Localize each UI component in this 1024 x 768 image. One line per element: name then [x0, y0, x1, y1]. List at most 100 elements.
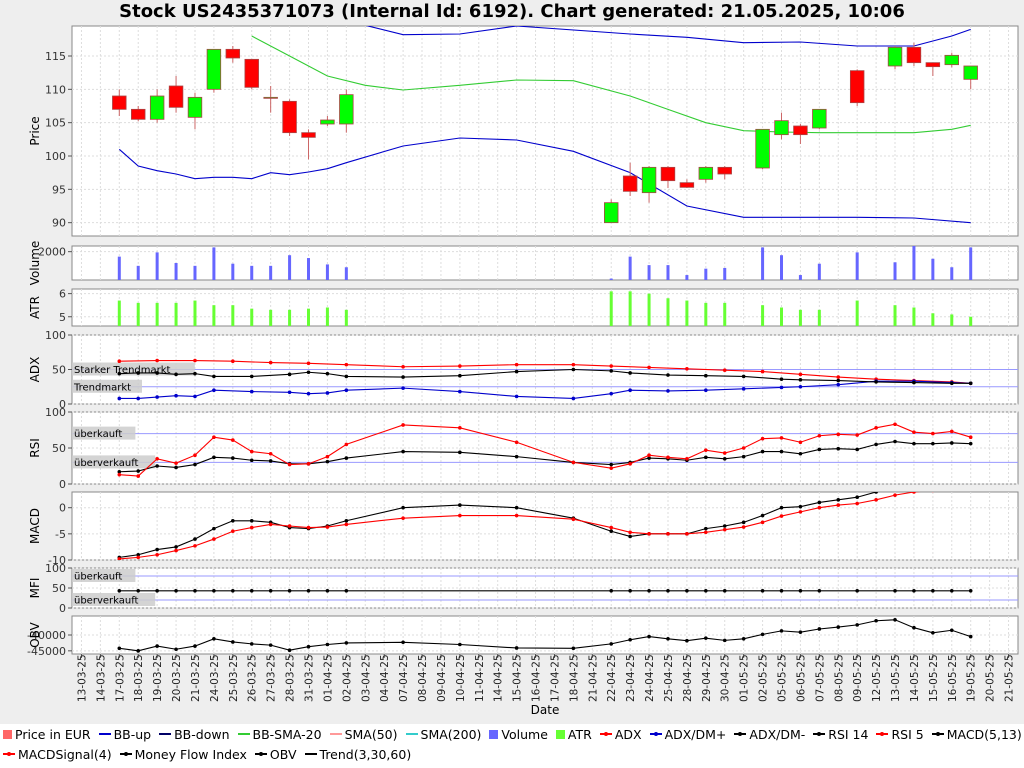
reference-label-bg [72, 455, 156, 469]
y-tick-label: 100 [45, 562, 66, 575]
legend-swatch [237, 733, 250, 735]
data-point [458, 364, 462, 368]
legend-label: BB-down [174, 726, 230, 742]
data-point [741, 520, 746, 525]
x-tick-label: 16-04-25 [531, 654, 543, 702]
data-point [704, 636, 708, 640]
legend-item: ADX [599, 727, 642, 742]
data-point [268, 522, 273, 527]
data-point [874, 498, 878, 502]
data-point [344, 589, 349, 593]
data-point [741, 454, 746, 459]
legend-label: MACD(5,13) [946, 726, 1022, 742]
y-tick-label: 50 [52, 364, 66, 377]
data-point [666, 637, 670, 641]
data-point [836, 375, 841, 379]
data-point [401, 364, 405, 369]
bar [685, 275, 689, 280]
data-point [855, 447, 859, 452]
legend-label: Trend(3,30,60) [319, 746, 412, 762]
y-tick-label: 100 [45, 150, 66, 163]
data-point [855, 589, 859, 593]
data-point [931, 630, 935, 635]
candle-bearish [131, 108, 146, 120]
y-axis-label: Volume [28, 241, 42, 286]
data-point [836, 378, 841, 383]
data-point [325, 459, 330, 464]
data-point [628, 462, 632, 466]
candle-bullish [604, 202, 619, 224]
data-point [155, 371, 159, 375]
x-tick-label: 14-04-25 [493, 654, 505, 702]
data-point [704, 373, 708, 378]
legend-label: BB-up [113, 726, 152, 742]
reference-label: überverkauft [74, 596, 139, 607]
data-point [117, 396, 122, 401]
data-point [458, 373, 462, 378]
data-point [268, 643, 273, 647]
data-point [231, 438, 235, 442]
candle-bearish [225, 48, 241, 59]
legend-swatch [119, 752, 132, 756]
data-point [741, 387, 746, 391]
x-tick-label: 30-04-25 [720, 654, 732, 702]
data-point [855, 495, 859, 500]
legend-label: ADX/DM+ [664, 726, 727, 742]
data-point [193, 358, 197, 363]
candle-bearish [660, 166, 676, 182]
data-point [155, 644, 159, 648]
data-point [287, 524, 292, 528]
bar [231, 263, 235, 280]
chart-legend: Price in EUR BB-up BB-down BB-SMA-20 SMA(50)… [0, 724, 1024, 768]
data-point [836, 625, 841, 629]
data-point [514, 505, 519, 510]
plot-area [71, 25, 1019, 237]
x-tick-label: 17-03-25 [114, 654, 126, 702]
x-tick-label: 07-04-25 [398, 654, 410, 702]
y-axis-label: RSI [28, 438, 42, 458]
bar [344, 309, 348, 326]
legend-item: BB-up [98, 726, 152, 742]
bar [174, 302, 178, 326]
data-point [249, 449, 254, 454]
data-point [174, 589, 178, 593]
reference-label: überkauft [74, 429, 122, 440]
data-point [609, 391, 614, 396]
x-tick-label: 21-05-25 [1004, 654, 1016, 702]
x-tick-label: 05-05-25 [777, 654, 789, 702]
y-tick-label: 5 [59, 311, 66, 324]
legend-item: ADX/DM+ [649, 726, 727, 742]
data-point [458, 389, 462, 394]
legend-swatch [876, 732, 889, 736]
data-point [344, 518, 349, 523]
data-point [344, 362, 349, 367]
bar [855, 300, 859, 326]
y-axis-label: OBV [28, 621, 42, 647]
data-point [268, 360, 273, 365]
y-tick-label: 110 [45, 83, 66, 96]
x-axis-label: Date [531, 703, 560, 717]
legend-label: Money Flow Index [134, 746, 247, 762]
x-tick-label: 28-03-25 [285, 654, 297, 702]
legend-item: MACDSignal(4) [3, 747, 112, 762]
candle-bearish [906, 46, 922, 64]
x-tick-label: 20-05-25 [985, 654, 997, 702]
bar [817, 309, 821, 326]
reference-label: Trendmarkt [73, 382, 131, 393]
candle-bearish [282, 100, 297, 134]
data-point [174, 372, 178, 377]
x-tick-label: 10-04-25 [455, 654, 467, 702]
bar [288, 255, 292, 280]
data-point [722, 527, 727, 532]
data-point [817, 505, 822, 510]
data-point [798, 372, 803, 377]
data-point [287, 372, 292, 377]
data-point [836, 498, 841, 502]
data-point [969, 487, 973, 491]
data-point [136, 371, 141, 375]
legend-swatch [329, 733, 342, 735]
data-point [685, 532, 689, 536]
candle-bearish [301, 132, 316, 138]
bar [666, 298, 670, 326]
legend-item: Trend(3,30,60) [304, 746, 412, 762]
